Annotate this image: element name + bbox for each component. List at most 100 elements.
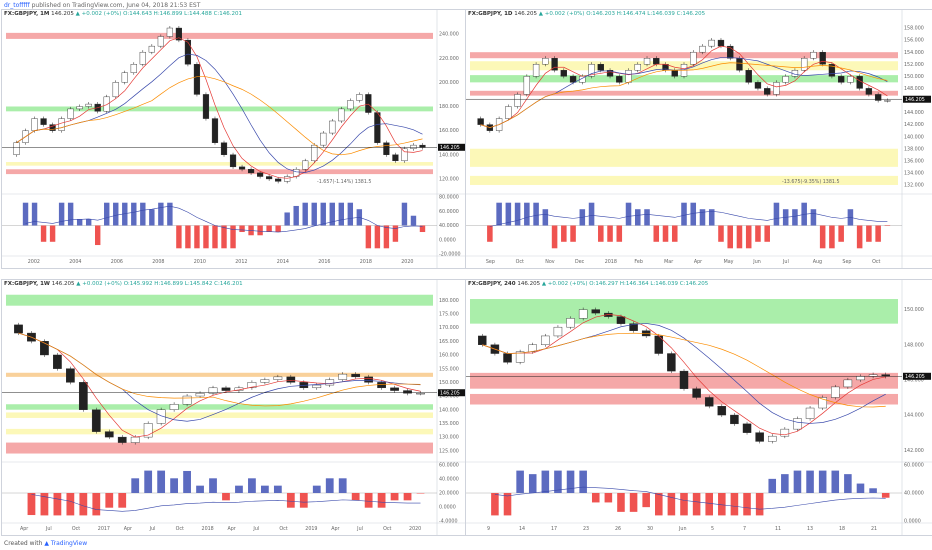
x-tick-label: Oct [516,259,524,265]
candle [221,387,231,391]
osc-histogram-bar [642,493,650,508]
y-tick-label: 148.000 [904,342,924,348]
publish-info: dr_tofffff published on TradingView.com,… [4,2,200,9]
x-tick-label: 30 [647,526,653,532]
osc-histogram-bar [755,225,761,242]
chart-svg[interactable]: 180.000 175.000 170.000 165.000 160.000 155.0… [2,280,467,535]
x-tick-label: 2010 [194,259,206,265]
osc-histogram-bar [699,209,706,226]
y-tick-label: 155.000 [439,366,459,372]
chart-panel-3[interactable]: FX:GBPJPY, 1W 146.205 ▲ +0.002 (+0%) O:1… [1,279,468,536]
candle [403,390,412,394]
chart-header: FX:GBPJPY, 1D 146.205 ▲ +0.002 (+0%) O:1… [468,11,705,17]
osc-histogram-bar [286,493,295,508]
osc-histogram-bar [58,202,65,226]
candle [690,51,697,65]
x-tick-label: 21 [871,526,877,532]
chart-panel-4[interactable]: FX:GBPJPY, 240 146.205 ▲ +0.002 (+0%) O:… [465,279,932,536]
last-price-tag [903,372,931,380]
osc-histogram-bar [818,470,827,493]
x-tick-label: 2018 [202,526,214,532]
candle [266,176,273,180]
zone-green [470,299,898,324]
osc-histogram-bar [708,209,715,226]
osc-histogram-bar [764,225,770,242]
candle [390,387,399,391]
osc-histogram-bar [810,209,817,226]
osc-histogram-bar [374,225,381,249]
y-tick-label: 148.000 [904,86,924,92]
candle [91,409,101,432]
candle [139,51,146,65]
osc-histogram-bar [273,485,282,493]
candle [169,404,179,410]
osc-tick-label: 0.0000 [439,505,456,511]
osc-histogram-bar [92,493,101,516]
osc-histogram-bar [768,478,777,493]
osc-histogram-bar [755,493,764,516]
candle [514,94,521,107]
x-tick-label: 2018 [360,259,372,265]
candle [302,160,309,170]
osc-histogram-bar [528,474,537,493]
candle [338,373,348,380]
osc-histogram-bar [856,225,863,249]
osc-histogram-bar [410,215,417,226]
chart-svg[interactable]: 158.000 156.000 154.000 152.000 150.000 148.0… [466,10,932,268]
y-tick-label: 125.000 [439,448,459,454]
candle [374,112,381,143]
zone-yellow [470,148,898,167]
osc-signal-line [25,205,423,233]
y-tick-label: 134.000 [904,170,924,176]
y-tick-label: 140.000 [439,152,459,158]
osc-histogram-bar [616,225,623,242]
candle [66,368,75,383]
candle [416,393,425,395]
ma-fast-line [18,332,421,438]
osc-histogram-bar [27,493,36,516]
osc-histogram-bar [221,225,227,249]
y-tick-label: 180.000 [439,104,459,110]
chart-header: FX:GBPJPY, 1M 146.205 ▲ +0.002 (+0%) O:1… [4,11,242,17]
chart-svg[interactable]: 150.000 148.000 146.000 144.000 142.000 146.2… [466,280,932,535]
x-tick-label: 2002 [28,259,40,265]
candle [874,94,882,101]
candle [708,39,715,47]
candle [578,309,588,319]
chart-panel-1[interactable]: FX:GBPJPY, 1M 146.205 ▲ +0.002 (+0%) O:1… [1,9,468,269]
symbol-label: FX:GBPJPY, 1M [4,11,50,17]
y-tick-label: 144.000 [904,413,924,419]
candle [365,94,372,113]
osc-signal-line [494,486,886,510]
osc-histogram-bar [320,202,326,226]
author-link[interactable]: dr_tofffff [4,2,30,9]
osc-histogram-bar [312,485,321,493]
osc-histogram-bar [403,493,412,501]
osc-tick-label: 40.0000 [439,223,459,229]
osc-histogram-bar [745,225,752,249]
osc-signal-line [489,210,888,227]
osc-tick-label: 20.0000 [439,491,459,497]
candle [782,76,789,83]
ma-slow-line [482,332,886,408]
candle [156,409,166,424]
x-tick-label: 18 [839,526,845,532]
candle [566,318,575,328]
osc-histogram-bar [514,202,521,226]
osc-histogram-bar [718,493,726,516]
osc-histogram-bar [392,225,399,242]
tradingview-logo[interactable]: ▲ TradingView [44,540,88,547]
chart-svg[interactable]: 240.000 220.000 200.000 180.000 160.000 140.0… [2,10,467,268]
osc-histogram-bar [222,493,230,501]
measure-annotation: -1.657(-1.14%) 1381.5 [317,179,372,185]
candle [175,27,182,41]
zone-red [6,169,433,175]
osc-histogram-bar [401,202,408,226]
osc-histogram-bar [884,225,891,226]
osc-histogram-bar [66,493,75,516]
x-tick-label: 2019 [305,526,317,532]
osc-histogram-bar [79,493,88,516]
candle [157,36,164,47]
osc-histogram-bar [856,483,865,493]
chart-panel-2[interactable]: FX:GBPJPY, 1D 146.205 ▲ +0.002 (+0%) O:1… [465,9,932,269]
